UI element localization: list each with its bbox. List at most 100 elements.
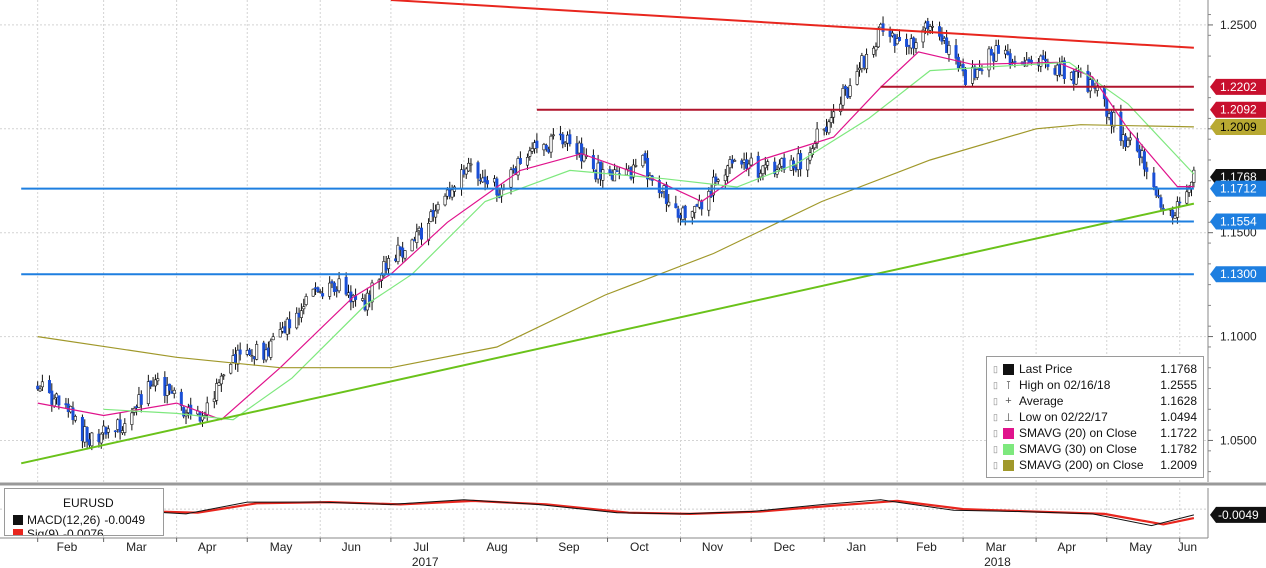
x-tick-label: Feb	[57, 540, 78, 554]
candle-body	[841, 88, 845, 106]
candle-body	[888, 30, 892, 37]
candle-body	[893, 34, 897, 47]
candle-body	[759, 172, 763, 178]
chart-legend: ▯ Last Price 1.1768 ▯ ⊺ High on 02/16/18 1.255…	[986, 356, 1204, 478]
candle-body	[370, 282, 374, 303]
candle-body	[683, 205, 687, 219]
candle-body	[151, 384, 155, 387]
candle-body	[229, 364, 233, 374]
candle-body	[97, 433, 101, 443]
candle-body	[436, 204, 440, 211]
candle-body	[337, 278, 341, 292]
legend-label: Last Price	[1019, 362, 1073, 376]
candle-body	[547, 149, 551, 153]
legend-glyph-icon: ⊥	[1003, 411, 1014, 424]
macd-swatch	[13, 515, 23, 525]
candle-body	[135, 406, 139, 408]
candle-body	[810, 148, 814, 155]
candle-body	[940, 34, 944, 42]
candle-body	[335, 289, 339, 292]
candle-body	[396, 244, 400, 262]
legend-row: ▯ ⊥ Low on 02/22/17 1.0494	[993, 409, 1199, 425]
legend-row: ▯ SMAVG (30) on Close 1.1782	[993, 441, 1199, 457]
candle-body	[667, 201, 671, 206]
legend-label: SMAVG (200) on Close	[1019, 458, 1144, 472]
candle-body	[857, 67, 861, 71]
x-tick-label: Jan	[847, 540, 866, 554]
candle-body	[328, 282, 332, 297]
trend-line	[390, 0, 1194, 49]
legend-row: ▯ SMAVG (200) on Close 1.2009	[993, 457, 1199, 473]
candle-body	[469, 163, 473, 166]
candle-body	[318, 291, 322, 293]
legend-glyph-icon: +	[1005, 395, 1012, 407]
candle-body	[723, 174, 727, 181]
candle-body	[410, 239, 414, 252]
candle-body	[1107, 113, 1111, 118]
candle-body	[1135, 138, 1139, 152]
y-tick-label: 1.0500	[1220, 433, 1257, 447]
candle-body	[563, 142, 567, 145]
candle-body	[55, 393, 59, 398]
candle-body	[462, 169, 466, 175]
candle-body	[1187, 187, 1191, 193]
candle-body	[73, 416, 77, 421]
candle-body	[262, 342, 266, 360]
candle-body	[1140, 150, 1144, 158]
price-tag-label: 1.1300	[1220, 267, 1257, 281]
candle-body	[596, 162, 600, 180]
candle-body	[90, 432, 94, 447]
legend-label: Average	[1019, 394, 1064, 408]
candle-body	[299, 310, 303, 318]
candle-body	[156, 378, 160, 382]
candle-body	[1055, 64, 1059, 76]
candle-body	[431, 209, 435, 217]
candle-body	[690, 211, 694, 218]
candle-body	[1178, 201, 1182, 204]
candle-body	[401, 247, 405, 258]
price-tag-label: 1.1768	[1220, 170, 1257, 184]
candle-body	[1128, 137, 1132, 141]
candle-body	[1157, 195, 1161, 197]
candle-body	[222, 374, 226, 377]
candle-body	[978, 67, 982, 71]
candle-body	[963, 69, 967, 85]
candle-body	[427, 222, 431, 241]
candle-body	[681, 207, 685, 220]
candle-body	[1159, 197, 1163, 208]
candle-body	[733, 160, 737, 162]
candle-body	[610, 171, 614, 180]
x-tick-label: May	[270, 540, 293, 554]
candle-body	[104, 427, 108, 435]
legend-handle-icon: ▯	[993, 363, 998, 374]
candle-body	[697, 200, 701, 208]
candle-body	[1013, 60, 1017, 63]
candle-body	[926, 21, 930, 30]
candle-body	[485, 180, 489, 185]
candle-body	[233, 354, 237, 363]
candle-body	[730, 159, 734, 164]
x-tick-label: Mar	[986, 540, 1007, 554]
candle-body	[1044, 58, 1048, 62]
candle-body	[542, 144, 546, 151]
candle-body	[302, 306, 306, 310]
candle-body	[1173, 215, 1177, 219]
candle-body	[285, 318, 289, 335]
candle-body	[57, 395, 61, 406]
candle-body	[641, 154, 645, 167]
candle-body	[231, 355, 235, 363]
candle-body	[973, 66, 977, 78]
candle-body	[575, 143, 579, 155]
price-candles	[36, 16, 1196, 451]
candle-body	[1105, 98, 1109, 117]
candle-body	[443, 195, 447, 206]
candle-body	[1072, 70, 1076, 85]
x-tick-label: Nov	[702, 540, 723, 554]
candle-body	[954, 45, 958, 59]
candle-body	[945, 37, 949, 53]
candle-body	[1027, 58, 1031, 63]
candle-body	[695, 204, 699, 207]
candle-body	[947, 45, 951, 55]
year-label: 2018	[984, 555, 1011, 568]
candle-body	[304, 296, 308, 305]
